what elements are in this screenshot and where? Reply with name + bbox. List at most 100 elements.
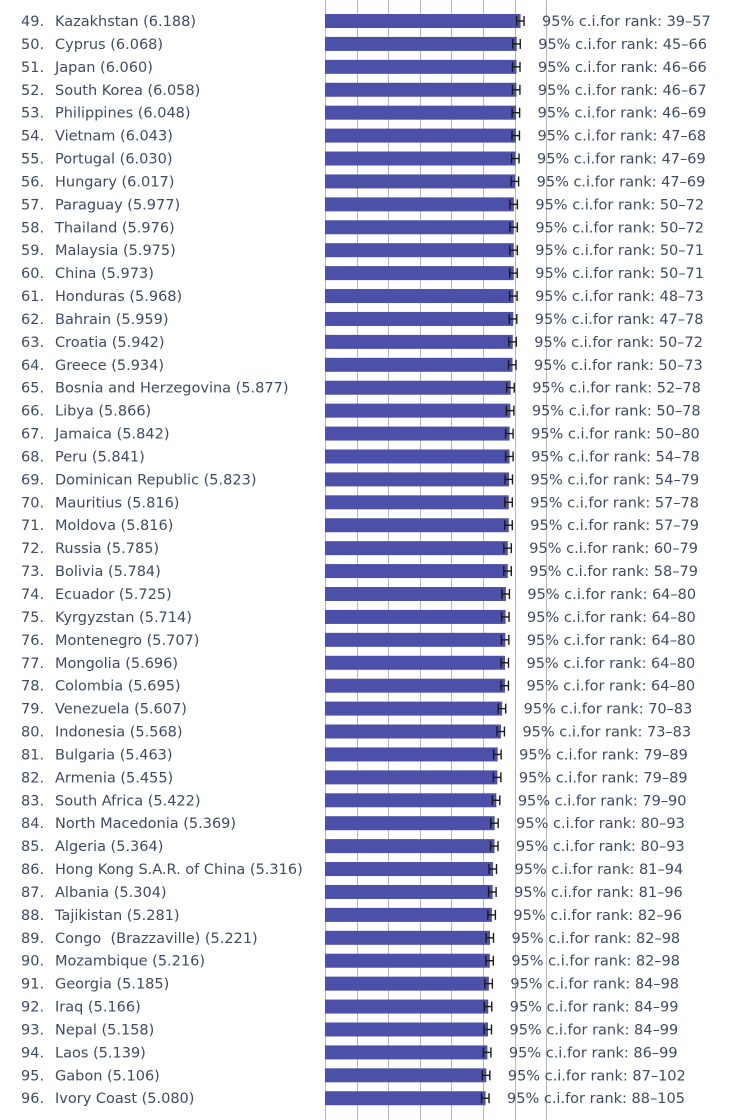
country-label: Cyprus (6.068) <box>55 37 163 53</box>
country-label: Montenegro (5.707) <box>55 633 199 649</box>
bar <box>325 953 490 968</box>
error-bar <box>501 589 511 599</box>
country-label: Moldova (5.816) <box>55 518 173 534</box>
ci-label: 95% c.i.for rank: 47–69 <box>537 174 706 190</box>
ci-label: 95% c.i.for rank: 81–96 <box>514 885 683 901</box>
country-label: Philippines (6.048) <box>55 106 191 122</box>
error-bar <box>510 176 520 187</box>
ci-label: 95% c.i.for rank: 50–72 <box>534 335 703 351</box>
country-label: Bulgaria (5.463) <box>55 747 173 763</box>
rank-label: 90. <box>21 954 44 970</box>
ci-label: 95% c.i.for rank: 50–71 <box>535 243 704 259</box>
bar <box>325 82 517 97</box>
country-label: Vietnam (6.043) <box>55 129 173 145</box>
bar <box>325 930 490 945</box>
ci-label: 95% c.i.for rank: 50–71 <box>535 266 704 282</box>
rank-label: 63. <box>21 335 44 351</box>
bar <box>325 816 495 831</box>
ci-label: 95% c.i.for rank: 64–80 <box>527 610 696 626</box>
ci-label: 95% c.i.for rank: 48–73 <box>535 289 704 305</box>
bar <box>325 426 510 441</box>
bar <box>325 197 514 212</box>
bar <box>325 1091 486 1106</box>
error-bar <box>500 611 510 622</box>
country-label: Hungary (6.017) <box>55 174 174 190</box>
bar <box>325 403 511 418</box>
country-label: Kyrgyzstan (5.714) <box>55 610 192 626</box>
bar <box>325 266 514 281</box>
rank-label: 71. <box>21 518 44 534</box>
bar <box>325 220 514 235</box>
bar <box>325 609 506 624</box>
rank-label: 68. <box>21 449 44 465</box>
bar <box>325 472 510 487</box>
bar <box>325 128 516 143</box>
rank-label: 70. <box>21 495 44 511</box>
error-bar <box>505 405 515 416</box>
ci-label: 95% c.i.for rank: 58–79 <box>529 564 698 580</box>
country-label: Georgia (5.185) <box>55 977 169 993</box>
rank-label: 79. <box>21 702 44 718</box>
rank-label: 60. <box>21 266 44 282</box>
bar <box>325 587 506 601</box>
error-bar <box>509 199 519 210</box>
country-label: Indonesia (5.568) <box>55 725 183 741</box>
ci-label: 95% c.i.for rank: 64–80 <box>527 633 696 649</box>
country-label: Honduras (5.968) <box>55 289 182 305</box>
ci-label: 95% c.i.for rank: 50–73 <box>534 358 703 374</box>
bar <box>325 334 513 349</box>
gridlines <box>325 0 547 1120</box>
error-bar <box>511 61 521 72</box>
ci-label: 95% c.i.for rank: 46–69 <box>538 106 707 122</box>
error-bar <box>506 382 515 393</box>
ci-label: 95% c.i.for rank: 47–69 <box>537 152 706 168</box>
bar <box>325 1045 488 1060</box>
bar <box>325 14 521 28</box>
country-label: Hong Kong S.A.R. of China (5.316) <box>55 862 303 878</box>
rank-label: 89. <box>21 931 44 947</box>
error-bar <box>491 795 501 806</box>
error-bar <box>510 153 520 164</box>
bar <box>325 449 510 464</box>
error-bar <box>500 634 510 645</box>
ci-label: 95% c.i.for rank: 87–102 <box>508 1068 686 1084</box>
error-bar <box>485 932 495 943</box>
rank-label: 66. <box>21 404 44 420</box>
country-label: Gabon (5.106) <box>55 1068 160 1084</box>
error-bar <box>488 864 498 875</box>
error-bar <box>483 1001 493 1012</box>
error-bar <box>515 16 525 26</box>
ci-label: 95% c.i.for rank: 70–83 <box>524 702 693 718</box>
error-bar <box>489 818 499 829</box>
rank-label: 93. <box>21 1022 44 1038</box>
bar <box>325 770 498 785</box>
country-label: Thailand (5.976) <box>54 220 175 236</box>
error-bar <box>485 955 495 966</box>
ci-label: 95% c.i.for rank: 47–78 <box>535 312 704 328</box>
rank-label: 64. <box>21 358 44 374</box>
country-label: Malaysia (5.975) <box>55 243 176 259</box>
error-bar <box>482 1047 492 1058</box>
bar <box>325 311 514 326</box>
ci-label: 95% c.i.for rank: 50–72 <box>535 220 704 236</box>
rank-label: 83. <box>21 793 44 809</box>
error-bar <box>504 428 514 439</box>
country-label: Bahrain (5.959) <box>55 312 169 328</box>
ci-label: 95% c.i.for rank: 79–89 <box>519 747 688 763</box>
error-bar <box>487 886 497 897</box>
ci-label: 95% c.i.for rank: 57–79 <box>530 518 699 534</box>
ci-label: 95% c.i.for rank: 46–67 <box>538 83 707 99</box>
country-label: Libya (5.866) <box>55 404 151 420</box>
rank-label: 56. <box>21 174 44 190</box>
error-bar <box>481 1070 491 1081</box>
country-label: Russia (5.785) <box>55 541 159 557</box>
bar <box>325 243 514 258</box>
country-label: Tajikistan (5.281) <box>54 908 180 924</box>
error-bar <box>489 841 499 852</box>
rank-label: 62. <box>21 312 44 328</box>
bar <box>325 1068 487 1083</box>
error-bar <box>509 245 519 256</box>
ci-label: 95% c.i.for rank: 50–80 <box>531 427 700 443</box>
country-label: Albania (5.304) <box>55 885 167 901</box>
bar <box>325 59 517 74</box>
